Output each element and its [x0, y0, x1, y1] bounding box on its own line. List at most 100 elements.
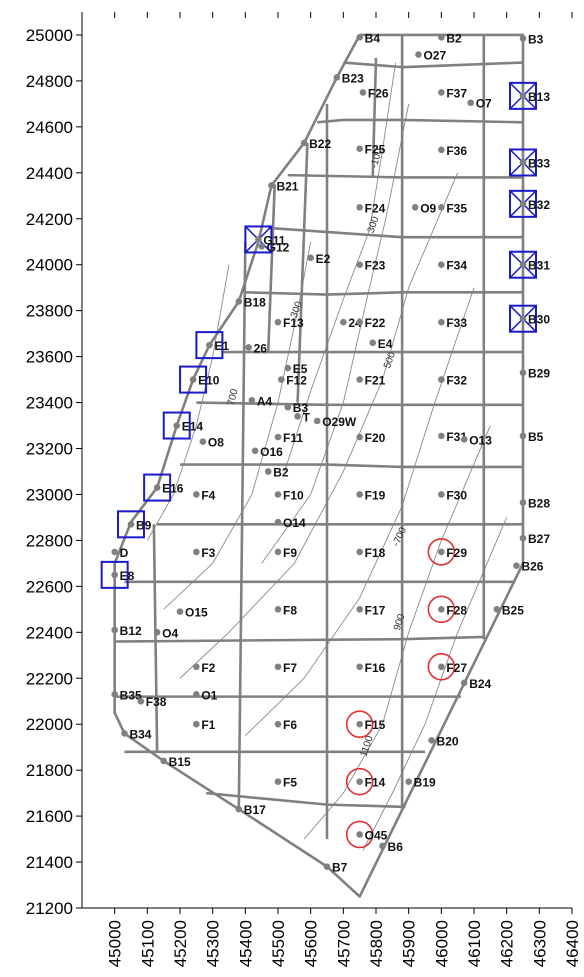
well-point	[519, 432, 527, 440]
well-point	[274, 433, 282, 441]
cell-col-boundary	[296, 142, 309, 403]
cell-row-boundary	[206, 791, 406, 809]
y-tick-label: 21200	[26, 899, 73, 918]
well-point	[438, 318, 445, 326]
cell-row-boundary	[196, 401, 523, 407]
contour-line	[362, 517, 508, 851]
y-tick-label: 22800	[26, 531, 73, 550]
well-point	[284, 403, 292, 411]
well-point	[111, 626, 118, 634]
well-label: B20	[437, 734, 459, 748]
contour-line	[146, 264, 230, 541]
well-label: E8	[120, 569, 135, 583]
wells: B4 B2 B3 O27 B23 F26 F37 O7 B13 B22 F25 F36 B33 B21 F2…	[111, 31, 550, 875]
x-tick-label: 45400	[236, 920, 255, 967]
square-marker	[100, 560, 129, 589]
well-point	[294, 413, 301, 420]
well-point	[356, 548, 363, 556]
square-marker	[117, 510, 145, 539]
contour-line	[245, 287, 475, 737]
well-label: B3	[293, 401, 309, 415]
well-label: O27	[423, 49, 446, 63]
square-marker	[143, 473, 172, 502]
well-label: O7	[476, 97, 492, 111]
well-markers	[100, 81, 537, 849]
well-point	[438, 33, 445, 41]
well-point	[274, 518, 282, 526]
well-label: E2	[316, 252, 331, 266]
well-label: O14	[283, 516, 306, 530]
well-point	[460, 436, 468, 443]
y-tick-label: 21400	[26, 853, 73, 872]
well-label: F14	[365, 776, 386, 790]
well-label: B5	[528, 430, 544, 444]
well-point	[519, 35, 527, 42]
well-label: B18	[244, 295, 266, 309]
well-label: F27	[446, 661, 467, 675]
contour-label: 700	[226, 387, 241, 406]
well-label: F29	[446, 546, 467, 560]
y-tick-label: 24200	[26, 210, 73, 229]
square-marker	[509, 81, 537, 110]
well-label: O15	[185, 606, 208, 620]
well-label: B23	[342, 71, 364, 85]
well-label: G12	[267, 240, 290, 254]
well-point	[467, 99, 475, 107]
well-label: F6	[283, 718, 297, 732]
well-label: B25	[502, 603, 524, 617]
contour-line	[179, 172, 459, 679]
well-label: O9	[420, 201, 436, 215]
well-point	[173, 422, 181, 429]
well-label: B7	[332, 861, 348, 875]
x-tick-label: 45600	[302, 920, 321, 967]
well-label: B19	[414, 776, 436, 790]
y-tick-label: 24600	[26, 118, 73, 137]
x-tick-label: 45500	[269, 920, 288, 967]
well-label: E14	[182, 420, 204, 434]
well-label: F23	[365, 259, 386, 273]
well-point	[323, 863, 331, 870]
well-point	[193, 691, 200, 698]
well-label: F24	[365, 201, 386, 215]
well-label: B32	[528, 198, 550, 212]
well-point	[193, 663, 200, 671]
well-label: O16	[260, 445, 283, 459]
well-point	[519, 261, 527, 269]
well-point	[193, 548, 200, 556]
square-marker	[509, 250, 537, 279]
well-label: F15	[365, 718, 386, 732]
well-point	[111, 691, 118, 698]
x-tick-label: 46300	[530, 920, 549, 967]
well-point	[513, 562, 520, 569]
well-point	[284, 364, 292, 372]
well-label: B30	[528, 313, 550, 327]
well-label: B9	[136, 518, 152, 532]
well-point	[356, 318, 363, 326]
well-label: O4	[162, 626, 178, 640]
y-tick-label: 22200	[26, 669, 73, 688]
well-label: A4	[257, 394, 273, 408]
y-tick-label: 24800	[26, 72, 73, 91]
well-label: B17	[244, 803, 266, 817]
well-point	[438, 663, 445, 671]
well-label: T	[303, 410, 311, 424]
well-label: F5	[283, 776, 297, 790]
well-point	[356, 491, 363, 498]
well-point	[245, 344, 252, 351]
well-label: E1	[214, 339, 229, 353]
y-tick-label: 22600	[26, 577, 73, 596]
contour-line	[163, 241, 312, 610]
well-point	[428, 736, 435, 744]
well-point	[251, 447, 259, 455]
cell-row-boundary	[343, 61, 524, 69]
well-label: B3	[528, 32, 544, 46]
y-tick-label: 23800	[26, 302, 73, 321]
well-point	[121, 730, 128, 737]
y-tick-label: 23000	[26, 485, 73, 504]
well-label: B35	[120, 688, 142, 702]
cell-row-boundary	[287, 173, 523, 179]
y-tick-label: 22400	[26, 623, 73, 642]
well-point	[519, 92, 527, 100]
x-tick-label: 45000	[106, 920, 125, 967]
well-point	[274, 606, 282, 613]
